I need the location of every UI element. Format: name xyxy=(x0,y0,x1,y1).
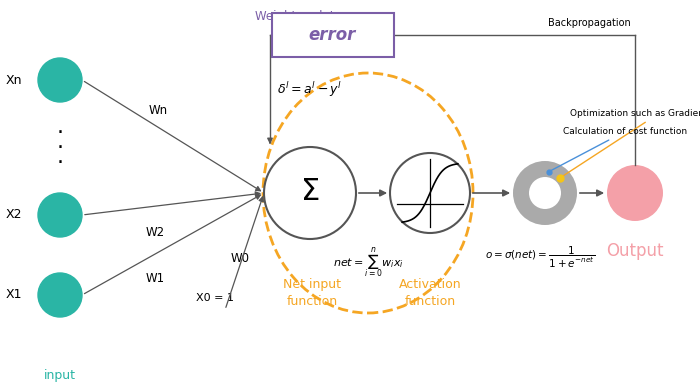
Text: Output: Output xyxy=(606,242,664,260)
Text: X2: X2 xyxy=(6,209,22,221)
Text: W2: W2 xyxy=(146,226,164,240)
Text: Backpropagation: Backpropagation xyxy=(548,18,631,28)
Text: ·: · xyxy=(57,138,64,158)
Text: error: error xyxy=(309,26,356,44)
Ellipse shape xyxy=(529,177,561,209)
Text: $o = \sigma(net) = \dfrac{1}{1+e^{-net}}$: $o = \sigma(net) = \dfrac{1}{1+e^{-net}}… xyxy=(485,245,595,270)
Text: Wn: Wn xyxy=(148,103,167,116)
Text: Net input
function: Net input function xyxy=(283,278,341,308)
Text: $\Sigma$: $\Sigma$ xyxy=(300,176,320,205)
Ellipse shape xyxy=(38,273,82,317)
Text: ·: · xyxy=(57,153,64,173)
Text: $\delta^l = a^l - y^l$: $\delta^l = a^l - y^l$ xyxy=(277,80,343,99)
Ellipse shape xyxy=(513,161,577,225)
Text: Activation
function: Activation function xyxy=(399,278,461,308)
Text: W1: W1 xyxy=(146,272,164,284)
Text: input: input xyxy=(44,369,76,382)
Text: Weight update: Weight update xyxy=(255,10,342,23)
Ellipse shape xyxy=(38,58,82,102)
Text: X0 = 1: X0 = 1 xyxy=(196,293,234,303)
Ellipse shape xyxy=(38,193,82,237)
Text: $net = \sum_{i=0}^{n} w_i x_i$: $net = \sum_{i=0}^{n} w_i x_i$ xyxy=(332,245,403,279)
Ellipse shape xyxy=(264,147,356,239)
Ellipse shape xyxy=(607,165,663,221)
FancyBboxPatch shape xyxy=(272,13,393,57)
Text: ·: · xyxy=(57,123,64,143)
Text: Optimization such as Gradient Descent: Optimization such as Gradient Descent xyxy=(563,109,700,176)
Text: W0: W0 xyxy=(230,252,249,264)
Ellipse shape xyxy=(390,153,470,233)
Text: Calculation of cost function: Calculation of cost function xyxy=(551,127,687,170)
Text: Xn: Xn xyxy=(6,74,22,87)
Text: X1: X1 xyxy=(6,288,22,301)
